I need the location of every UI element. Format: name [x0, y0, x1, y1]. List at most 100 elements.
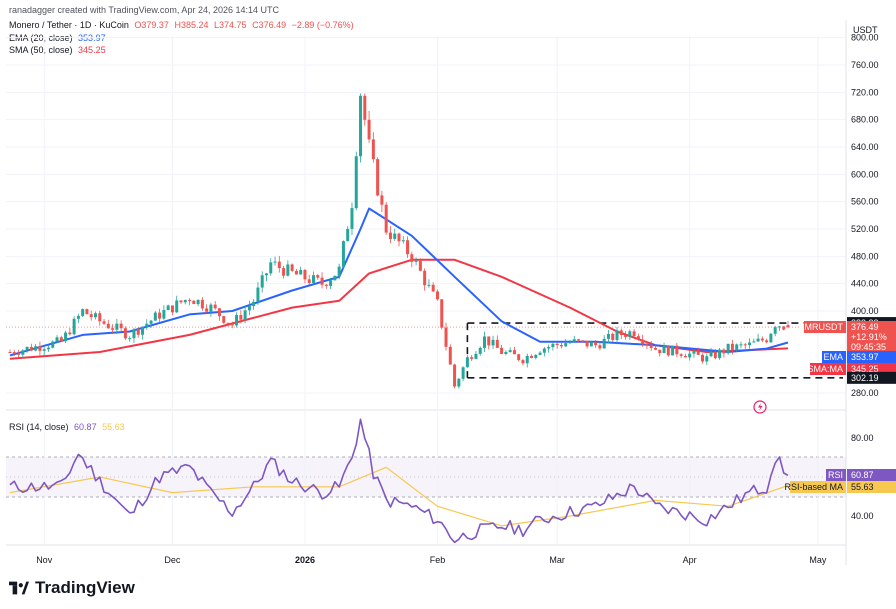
candle[interactable]: [226, 322, 230, 327]
candle[interactable]: [8, 349, 12, 353]
candle[interactable]: [59, 335, 63, 342]
candle[interactable]: [89, 310, 93, 321]
candle[interactable]: [329, 277, 333, 289]
candle[interactable]: [192, 299, 196, 305]
candle[interactable]: [68, 327, 72, 336]
candle[interactable]: [21, 349, 25, 359]
candle[interactable]: [367, 111, 371, 143]
candle[interactable]: [662, 342, 666, 354]
rsi-ma-tag[interactable]: RSI-based MA: [784, 481, 846, 493]
candle[interactable]: [256, 282, 260, 305]
candle[interactable]: [12, 350, 16, 357]
sma-legend[interactable]: SMA (50, close) 345.25: [9, 45, 106, 56]
candle[interactable]: [123, 326, 127, 341]
candle[interactable]: [760, 336, 764, 343]
candle[interactable]: [423, 268, 427, 291]
candle[interactable]: [55, 335, 59, 343]
last-price-tag[interactable]: 376.49+12.91%09:45:35: [847, 321, 896, 355]
candle[interactable]: [388, 226, 392, 244]
candle[interactable]: [81, 308, 85, 318]
ema-price-tag[interactable]: 353.97: [847, 351, 896, 363]
candle[interactable]: [478, 346, 482, 356]
candle[interactable]: [538, 351, 542, 356]
rsi-legend[interactable]: RSI (14, close) 60.87 55.63: [9, 422, 125, 433]
candle[interactable]: [568, 339, 572, 345]
candle[interactable]: [765, 338, 769, 344]
candle[interactable]: [141, 326, 145, 340]
candle[interactable]: [209, 302, 213, 317]
candle[interactable]: [512, 346, 516, 355]
candle[interactable]: [705, 353, 709, 365]
candle[interactable]: [589, 340, 593, 347]
currency-label[interactable]: USDT: [853, 25, 878, 35]
candle[interactable]: [470, 354, 474, 361]
candle[interactable]: [713, 348, 717, 360]
tradingview-brand[interactable]: TradingView: [9, 578, 135, 598]
candle[interactable]: [76, 313, 80, 323]
candle[interactable]: [196, 299, 200, 307]
candle[interactable]: [307, 274, 311, 285]
candle[interactable]: [602, 335, 606, 349]
candle[interactable]: [619, 328, 623, 339]
candle[interactable]: [671, 345, 675, 356]
candle[interactable]: [277, 255, 281, 273]
candle[interactable]: [64, 330, 68, 343]
candle[interactable]: [649, 341, 653, 351]
candle[interactable]: [448, 344, 452, 365]
candle[interactable]: [726, 343, 730, 355]
candle[interactable]: [286, 260, 290, 277]
candle[interactable]: [581, 340, 585, 343]
candle[interactable]: [230, 321, 234, 329]
sma50-line[interactable]: [9, 258, 789, 360]
candle[interactable]: [547, 344, 551, 353]
candle[interactable]: [29, 343, 33, 352]
candle[interactable]: [773, 325, 777, 337]
candle[interactable]: [132, 327, 136, 343]
candle[interactable]: [72, 316, 76, 336]
candle[interactable]: [136, 327, 140, 338]
candle[interactable]: [371, 132, 375, 163]
candle[interactable]: [653, 343, 657, 351]
candle[interactable]: [636, 333, 640, 341]
candle[interactable]: [269, 258, 273, 276]
candle[interactable]: [645, 342, 649, 350]
candle[interactable]: [17, 349, 21, 358]
candle[interactable]: [551, 342, 555, 351]
symbol-tag[interactable]: XMRUSDT: [799, 321, 847, 333]
candle[interactable]: [401, 236, 405, 244]
candle[interactable]: [504, 350, 508, 356]
rsi-tag[interactable]: RSI: [826, 469, 846, 481]
candle[interactable]: [418, 258, 422, 272]
candle[interactable]: [594, 340, 598, 348]
candle[interactable]: [542, 347, 546, 357]
candle[interactable]: [585, 340, 589, 349]
candle[interactable]: [431, 282, 435, 292]
candle[interactable]: [709, 347, 713, 358]
candle[interactable]: [115, 318, 119, 335]
candle[interactable]: [696, 347, 700, 355]
candle[interactable]: [247, 300, 251, 316]
candle[interactable]: [119, 320, 123, 332]
candle[interactable]: [158, 308, 162, 323]
candle[interactable]: [303, 268, 307, 284]
candle[interactable]: [786, 321, 790, 329]
candle[interactable]: [474, 350, 478, 360]
candle[interactable]: [444, 322, 448, 351]
candle[interactable]: [363, 93, 367, 126]
candle[interactable]: [769, 332, 773, 343]
candle[interactable]: [465, 354, 469, 368]
candle[interactable]: [598, 341, 602, 351]
candle[interactable]: [658, 349, 662, 357]
candle[interactable]: [777, 325, 781, 331]
candle[interactable]: [508, 347, 512, 353]
candle[interactable]: [213, 301, 217, 310]
candle[interactable]: [170, 305, 174, 316]
support-price-tag[interactable]: 302.19: [847, 371, 896, 384]
candle[interactable]: [235, 312, 239, 328]
candle[interactable]: [205, 304, 209, 315]
candle[interactable]: [294, 268, 298, 275]
candle[interactable]: [93, 311, 97, 320]
candle[interactable]: [106, 319, 110, 329]
candle[interactable]: [534, 354, 538, 360]
